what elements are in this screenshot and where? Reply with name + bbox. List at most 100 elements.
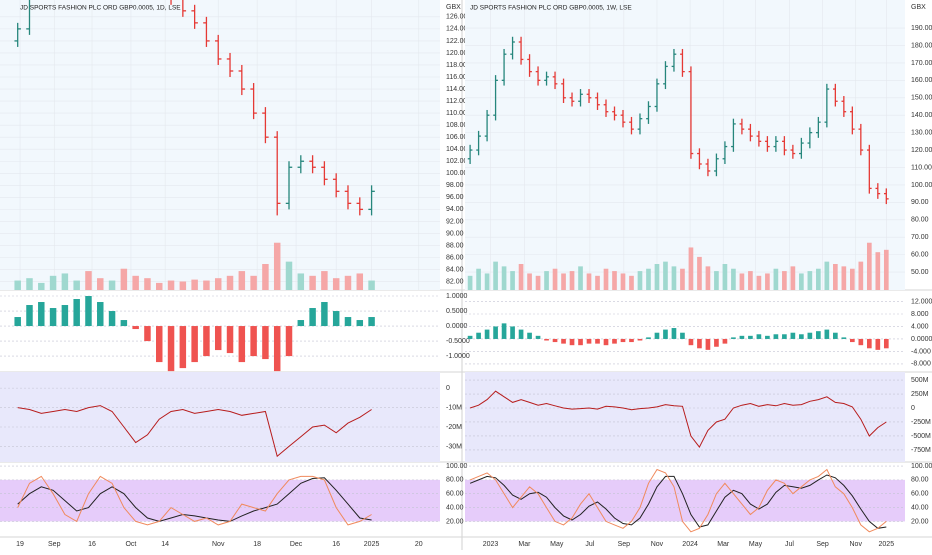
bar (578, 338, 583, 346)
panel (465, 372, 905, 462)
y-tick-label: 82.00 (446, 278, 464, 285)
series-line (469, 468, 887, 533)
bar (654, 264, 660, 290)
bar (203, 326, 210, 357)
bar (344, 317, 352, 327)
bar (850, 268, 855, 290)
bar (144, 326, 151, 342)
y-tick-label: -1.0000 (446, 353, 470, 360)
y-tick-label: 86.00 (446, 254, 464, 261)
bar (671, 266, 677, 290)
y-tick-label: 20.00 (911, 518, 929, 525)
bar (782, 334, 787, 339)
bar (238, 271, 246, 290)
unit-label: GBX (911, 4, 926, 11)
bar (321, 271, 328, 290)
y-tick-label: 20.00 (446, 518, 464, 525)
bar (875, 252, 881, 290)
bar (782, 271, 787, 290)
bar (773, 334, 779, 339)
x-tick-label: Mar (518, 541, 531, 548)
bar (722, 338, 728, 344)
chart-title: JD SPORTS FASHION PLC ORD GBP0.0005, 1W,… (470, 5, 632, 12)
x-tick-label: 14 (161, 541, 169, 548)
y-tick-label: 116.00 (446, 74, 467, 81)
bar (14, 317, 21, 327)
y-tick-label: 70.00 (911, 234, 929, 241)
y-tick-label: 8.000 (911, 311, 929, 318)
bar (167, 280, 175, 290)
bar (595, 275, 600, 290)
bar (510, 271, 515, 290)
bar (191, 279, 198, 290)
stochastic-band (0, 479, 440, 522)
bar (620, 338, 626, 343)
bar (552, 268, 558, 290)
bar (646, 337, 651, 339)
y-tick-label: 0.0000 (911, 336, 932, 343)
y-tick-label: 80.00 (911, 477, 929, 484)
y-tick-label: 104.00 (446, 146, 468, 153)
y-tick-label: -30M (446, 443, 462, 450)
y-tick-label: -0.5000 (446, 338, 470, 345)
y-tick-label: 100.00 (911, 182, 932, 189)
bar (756, 275, 762, 290)
y-tick-label: 0 (446, 385, 450, 392)
bar (368, 280, 375, 290)
unit-label: GBX (446, 4, 461, 11)
y-tick-label: 90.00 (446, 230, 464, 237)
bar (705, 338, 711, 350)
y-tick-label: 120.00 (911, 147, 932, 154)
y-tick-label: 102.00 (446, 158, 468, 165)
x-tick-label: May (550, 541, 564, 548)
bar (697, 256, 702, 290)
x-tick-label: Nov (850, 541, 863, 548)
bar (108, 280, 116, 290)
bar (620, 273, 626, 290)
y-tick-label: 190.00 (911, 25, 932, 32)
y-tick-label: -750M (911, 447, 931, 454)
bar (858, 338, 864, 346)
y-tick-label: 500M (911, 377, 929, 384)
y-tick-label: 124.00 (446, 26, 468, 33)
bar (97, 302, 104, 327)
bar (368, 317, 375, 327)
x-tick-label: May (749, 541, 763, 548)
y-tick-label: 150.00 (911, 95, 932, 102)
bar (518, 264, 524, 290)
bar (799, 334, 804, 339)
bar (790, 266, 796, 290)
bar (518, 329, 524, 339)
bar (722, 264, 728, 290)
series-line (17, 475, 372, 526)
bar (731, 337, 736, 339)
bar (535, 275, 541, 290)
bar (61, 305, 69, 327)
panel (0, 465, 440, 526)
bar (569, 338, 575, 346)
bar (807, 271, 813, 290)
y-tick-label: 96.00 (446, 194, 464, 201)
y-tick-label: 126.00 (446, 14, 468, 21)
bar (332, 278, 340, 290)
bar (748, 335, 753, 339)
bar (273, 242, 281, 290)
bar (285, 326, 293, 357)
bar (49, 308, 57, 327)
x-tick-label: 2024 (682, 541, 698, 548)
bar (250, 326, 257, 357)
bar (26, 305, 33, 327)
bar (756, 334, 762, 339)
bar (484, 273, 490, 290)
bar (527, 332, 532, 339)
chart-title: JD SPORTS FASHION PLC ORD GBP0.0005, 1D,… (20, 5, 181, 12)
bar (680, 268, 685, 290)
y-tick-label: 12.000 (911, 298, 932, 305)
bar (156, 282, 163, 290)
series-line (469, 474, 887, 529)
bar (790, 332, 796, 339)
x-tick-label: Oct (125, 541, 136, 548)
y-tick-label: 120.00 (446, 50, 468, 57)
bar (476, 332, 481, 339)
